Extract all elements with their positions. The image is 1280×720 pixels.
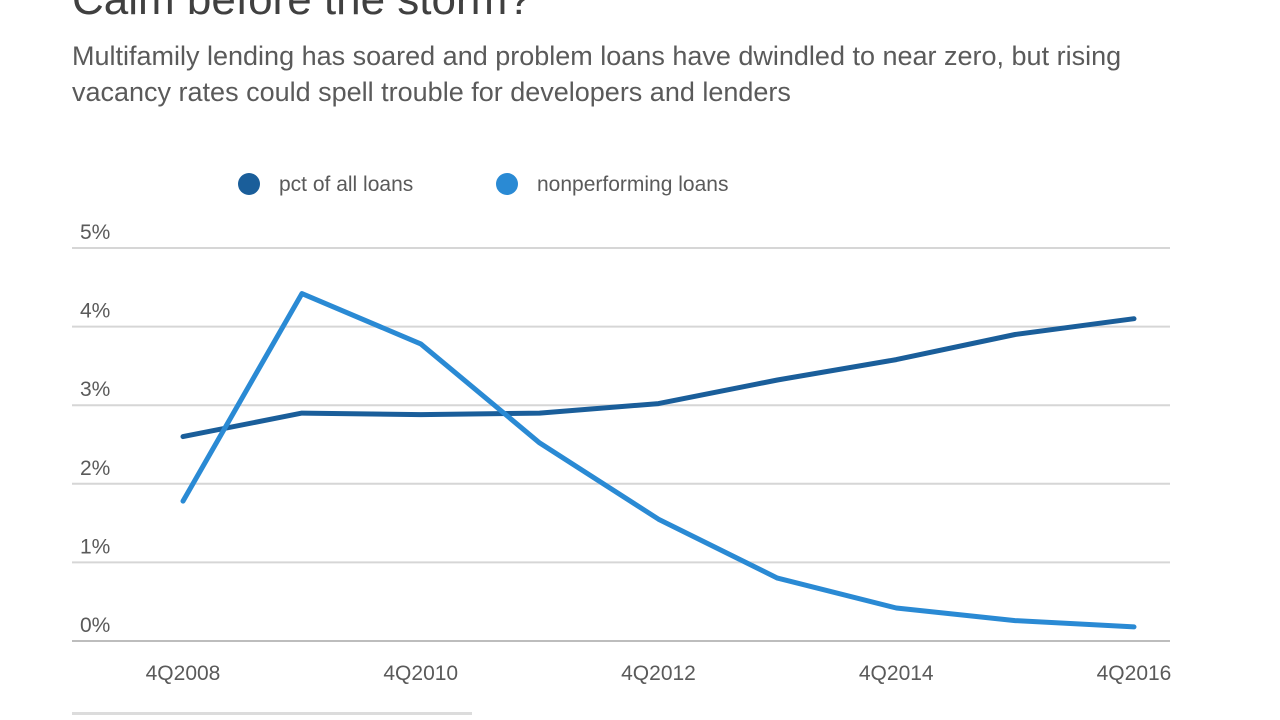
x-tick-label: 4Q2008 (146, 662, 221, 685)
legend-label: pct of all loans (279, 173, 413, 196)
y-tick-label: 2% (80, 457, 110, 480)
chart-gridlines (72, 247, 1170, 642)
y-axis-ticks: 0% 1% 2% 3% 4% 5% (80, 221, 110, 637)
x-tick-label: 4Q2010 (383, 662, 458, 685)
series-line-1 (180, 316, 1137, 440)
series-line-2 (180, 291, 1137, 630)
y-tick-label: 1% (80, 535, 110, 558)
legend-label: nonperforming loans (537, 173, 728, 196)
chart-legend: pct of all loans nonperforming loans (238, 173, 728, 196)
y-tick-label: 3% (80, 378, 110, 401)
legend-marker (238, 173, 260, 195)
x-tick-label: 4Q2012 (621, 662, 696, 685)
legend-marker (496, 173, 518, 195)
y-tick-label: 5% (80, 221, 110, 244)
chart-subtitle: Multifamily lending has soared and probl… (72, 41, 1122, 107)
x-axis-ticks: 4Q2008 4Q2010 4Q2012 4Q2014 4Q2016 (146, 662, 1172, 685)
y-tick-label: 0% (80, 614, 110, 637)
source-divider (72, 712, 472, 715)
chart-title: Calm before the storm? (72, 0, 532, 22)
x-tick-label: 4Q2016 (1097, 662, 1172, 685)
y-tick-label: 4% (80, 300, 110, 323)
x-tick-label: 4Q2014 (859, 662, 934, 685)
chart-series (180, 291, 1137, 630)
